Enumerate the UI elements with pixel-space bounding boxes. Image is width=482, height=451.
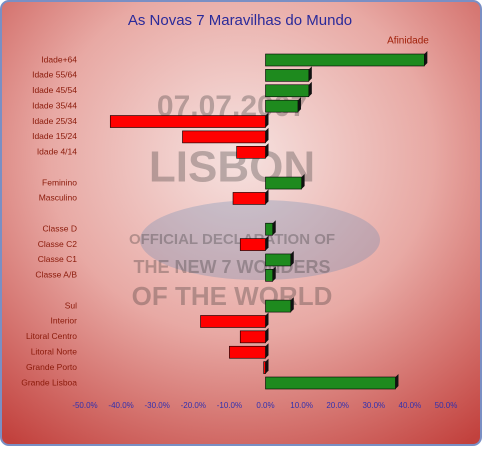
x-tick-label: -50.0% xyxy=(72,401,97,410)
y-tick-label: Idade 55/64 xyxy=(32,70,77,80)
bar-side xyxy=(308,81,312,97)
bar xyxy=(236,145,266,159)
bar xyxy=(265,222,274,236)
bar xyxy=(232,192,266,205)
x-tick-label: 10.0% xyxy=(290,401,313,410)
bar xyxy=(265,176,302,190)
bar xyxy=(265,99,299,113)
x-tick-label: -10.0% xyxy=(217,401,242,410)
bar xyxy=(109,115,266,128)
bar-side xyxy=(290,250,294,266)
bar-side xyxy=(272,266,276,282)
chart-title: As Novas 7 Maravilhas do Mundo xyxy=(128,12,352,29)
y-tick-label: Classe C1 xyxy=(38,254,77,264)
x-tick-label: -30.0% xyxy=(145,401,170,410)
x-tick-label: 20.0% xyxy=(326,401,349,410)
y-tick-label: Sul xyxy=(65,300,77,310)
bar xyxy=(265,269,274,282)
bar xyxy=(265,84,310,98)
bar xyxy=(182,130,266,144)
y-tick-label: Classe C2 xyxy=(38,239,77,249)
bar xyxy=(265,253,292,267)
y-tick-label: Grande Lisboa xyxy=(21,377,77,387)
x-tick-label: 40.0% xyxy=(399,401,422,410)
bar-side xyxy=(265,235,269,251)
bar xyxy=(265,53,425,67)
x-tick-label: -20.0% xyxy=(181,401,206,410)
x-tick-label: 0.0% xyxy=(256,401,274,410)
bar-side xyxy=(265,189,269,205)
watermark-line: OF THE WORLD xyxy=(132,281,333,311)
x-tick-label: -40.0% xyxy=(108,401,133,410)
series-label: Afinidade xyxy=(387,36,429,47)
x-tick-label: 50.0% xyxy=(435,401,458,410)
bar xyxy=(263,361,266,374)
bar-side xyxy=(265,127,269,143)
bar-side xyxy=(265,343,269,359)
bar xyxy=(265,376,396,390)
y-tick-label: Idade 45/54 xyxy=(32,85,77,95)
bar-side xyxy=(395,374,399,389)
bar-side xyxy=(290,297,294,313)
y-tick-label: Grande Porto xyxy=(26,362,77,372)
y-tick-label: Feminino xyxy=(42,177,77,187)
bar xyxy=(239,330,266,344)
bar-side xyxy=(301,174,305,190)
y-tick-label: Idade+64 xyxy=(41,54,77,64)
bar-side xyxy=(272,220,276,236)
y-tick-label: Masculino xyxy=(39,193,78,203)
y-tick-label: Idade 35/44 xyxy=(32,100,77,110)
bar xyxy=(229,345,266,359)
bar xyxy=(265,69,310,82)
bar xyxy=(200,315,266,328)
bar-side xyxy=(265,327,269,343)
bar xyxy=(265,299,292,313)
bar-side xyxy=(265,112,269,128)
bar-side xyxy=(265,312,269,328)
y-tick-label: Idade 25/34 xyxy=(32,116,77,126)
y-tick-label: Litoral Norte xyxy=(31,346,78,356)
bar-side xyxy=(308,66,312,82)
watermark-line: THE NEW 7 WONDERS xyxy=(133,257,330,277)
y-tick-label: Classe D xyxy=(43,223,77,233)
bar xyxy=(239,238,266,251)
y-tick-label: Litoral Centro xyxy=(26,331,77,341)
bar-side xyxy=(265,143,269,159)
bar-side xyxy=(424,51,428,66)
watermark-line: OFFICIAL DECLARATION OF xyxy=(129,231,335,248)
y-tick-label: Classe A/B xyxy=(35,270,77,280)
y-tick-label: Idade 4/14 xyxy=(37,147,77,157)
x-tick-label: 30.0% xyxy=(362,401,385,410)
bar-side xyxy=(297,97,301,113)
y-tick-label: Interior xyxy=(51,316,78,326)
y-tick-label: Idade 15/24 xyxy=(32,131,77,141)
bar-side xyxy=(265,358,269,374)
